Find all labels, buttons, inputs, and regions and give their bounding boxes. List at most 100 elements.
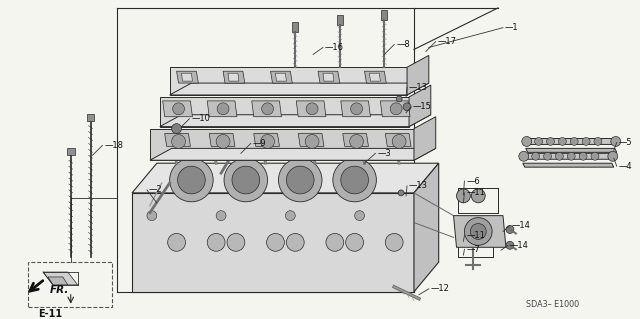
Polygon shape: [207, 101, 237, 117]
Text: E-11: E-11: [38, 308, 62, 319]
Text: —14: —14: [510, 241, 529, 250]
Polygon shape: [164, 134, 191, 146]
Polygon shape: [365, 71, 387, 83]
Polygon shape: [170, 83, 429, 95]
Polygon shape: [409, 85, 431, 127]
Circle shape: [216, 135, 230, 148]
Circle shape: [168, 234, 186, 251]
Polygon shape: [296, 101, 326, 117]
Polygon shape: [67, 148, 75, 155]
Polygon shape: [163, 101, 193, 117]
Circle shape: [543, 152, 552, 160]
Circle shape: [224, 158, 268, 202]
Polygon shape: [343, 134, 369, 146]
Polygon shape: [380, 101, 410, 117]
Polygon shape: [523, 163, 614, 167]
Circle shape: [465, 218, 492, 245]
Polygon shape: [228, 73, 239, 81]
Circle shape: [285, 211, 295, 220]
Circle shape: [177, 166, 205, 194]
Text: —7: —7: [467, 245, 480, 254]
Circle shape: [522, 137, 532, 146]
Circle shape: [232, 166, 260, 194]
Polygon shape: [318, 71, 340, 83]
Text: —14: —14: [512, 221, 531, 230]
Circle shape: [260, 135, 275, 148]
Polygon shape: [275, 73, 286, 81]
Polygon shape: [170, 67, 407, 95]
Text: —8: —8: [396, 40, 410, 49]
Text: SDA3– E1000: SDA3– E1000: [525, 300, 579, 309]
Circle shape: [608, 151, 618, 161]
Text: —11: —11: [467, 189, 485, 197]
Text: —4: —4: [619, 162, 632, 171]
Circle shape: [390, 103, 402, 115]
Circle shape: [582, 137, 590, 145]
Polygon shape: [160, 97, 409, 127]
Circle shape: [506, 226, 514, 234]
Circle shape: [351, 103, 362, 115]
Text: —15: —15: [413, 102, 432, 111]
Circle shape: [534, 137, 543, 145]
Polygon shape: [252, 101, 282, 117]
Circle shape: [556, 152, 563, 160]
Circle shape: [286, 166, 314, 194]
Text: —5: —5: [619, 138, 632, 147]
Polygon shape: [160, 115, 431, 127]
Circle shape: [355, 211, 365, 220]
Circle shape: [471, 189, 485, 203]
Polygon shape: [86, 114, 95, 121]
Circle shape: [172, 135, 186, 148]
Circle shape: [278, 158, 322, 202]
Circle shape: [398, 190, 404, 196]
Polygon shape: [381, 10, 387, 20]
Circle shape: [170, 158, 213, 202]
Polygon shape: [48, 277, 68, 285]
Circle shape: [173, 103, 184, 115]
Polygon shape: [369, 73, 380, 81]
Text: —6: —6: [467, 176, 480, 186]
Circle shape: [340, 166, 369, 194]
Circle shape: [262, 103, 273, 115]
Polygon shape: [385, 134, 411, 146]
Polygon shape: [150, 148, 436, 160]
Polygon shape: [223, 71, 245, 83]
Circle shape: [349, 135, 364, 148]
Circle shape: [147, 211, 157, 220]
Polygon shape: [292, 22, 298, 32]
Polygon shape: [323, 73, 334, 81]
Circle shape: [392, 135, 406, 148]
Polygon shape: [523, 153, 614, 159]
Circle shape: [456, 189, 470, 203]
Polygon shape: [525, 138, 617, 145]
Circle shape: [305, 135, 319, 148]
Circle shape: [385, 234, 403, 251]
Circle shape: [172, 124, 182, 134]
Polygon shape: [298, 134, 324, 146]
Polygon shape: [340, 101, 371, 117]
Circle shape: [403, 103, 411, 111]
Polygon shape: [132, 193, 414, 292]
Text: —11: —11: [467, 231, 485, 240]
Text: —3: —3: [378, 149, 391, 158]
Circle shape: [611, 137, 621, 146]
Polygon shape: [253, 134, 280, 146]
Circle shape: [227, 234, 245, 251]
Circle shape: [547, 137, 554, 145]
Circle shape: [267, 234, 284, 251]
Circle shape: [570, 137, 578, 145]
Polygon shape: [209, 134, 235, 146]
Polygon shape: [43, 272, 77, 285]
Text: —12: —12: [431, 284, 450, 293]
Text: —2: —2: [149, 185, 163, 194]
Text: —9: —9: [253, 139, 266, 148]
Circle shape: [519, 151, 529, 161]
Text: —13: —13: [409, 83, 428, 92]
Circle shape: [346, 234, 364, 251]
Circle shape: [286, 234, 304, 251]
Polygon shape: [182, 73, 193, 81]
Polygon shape: [414, 117, 436, 160]
Bar: [28, 262, 112, 307]
Polygon shape: [525, 148, 617, 152]
Text: —16: —16: [325, 43, 344, 52]
